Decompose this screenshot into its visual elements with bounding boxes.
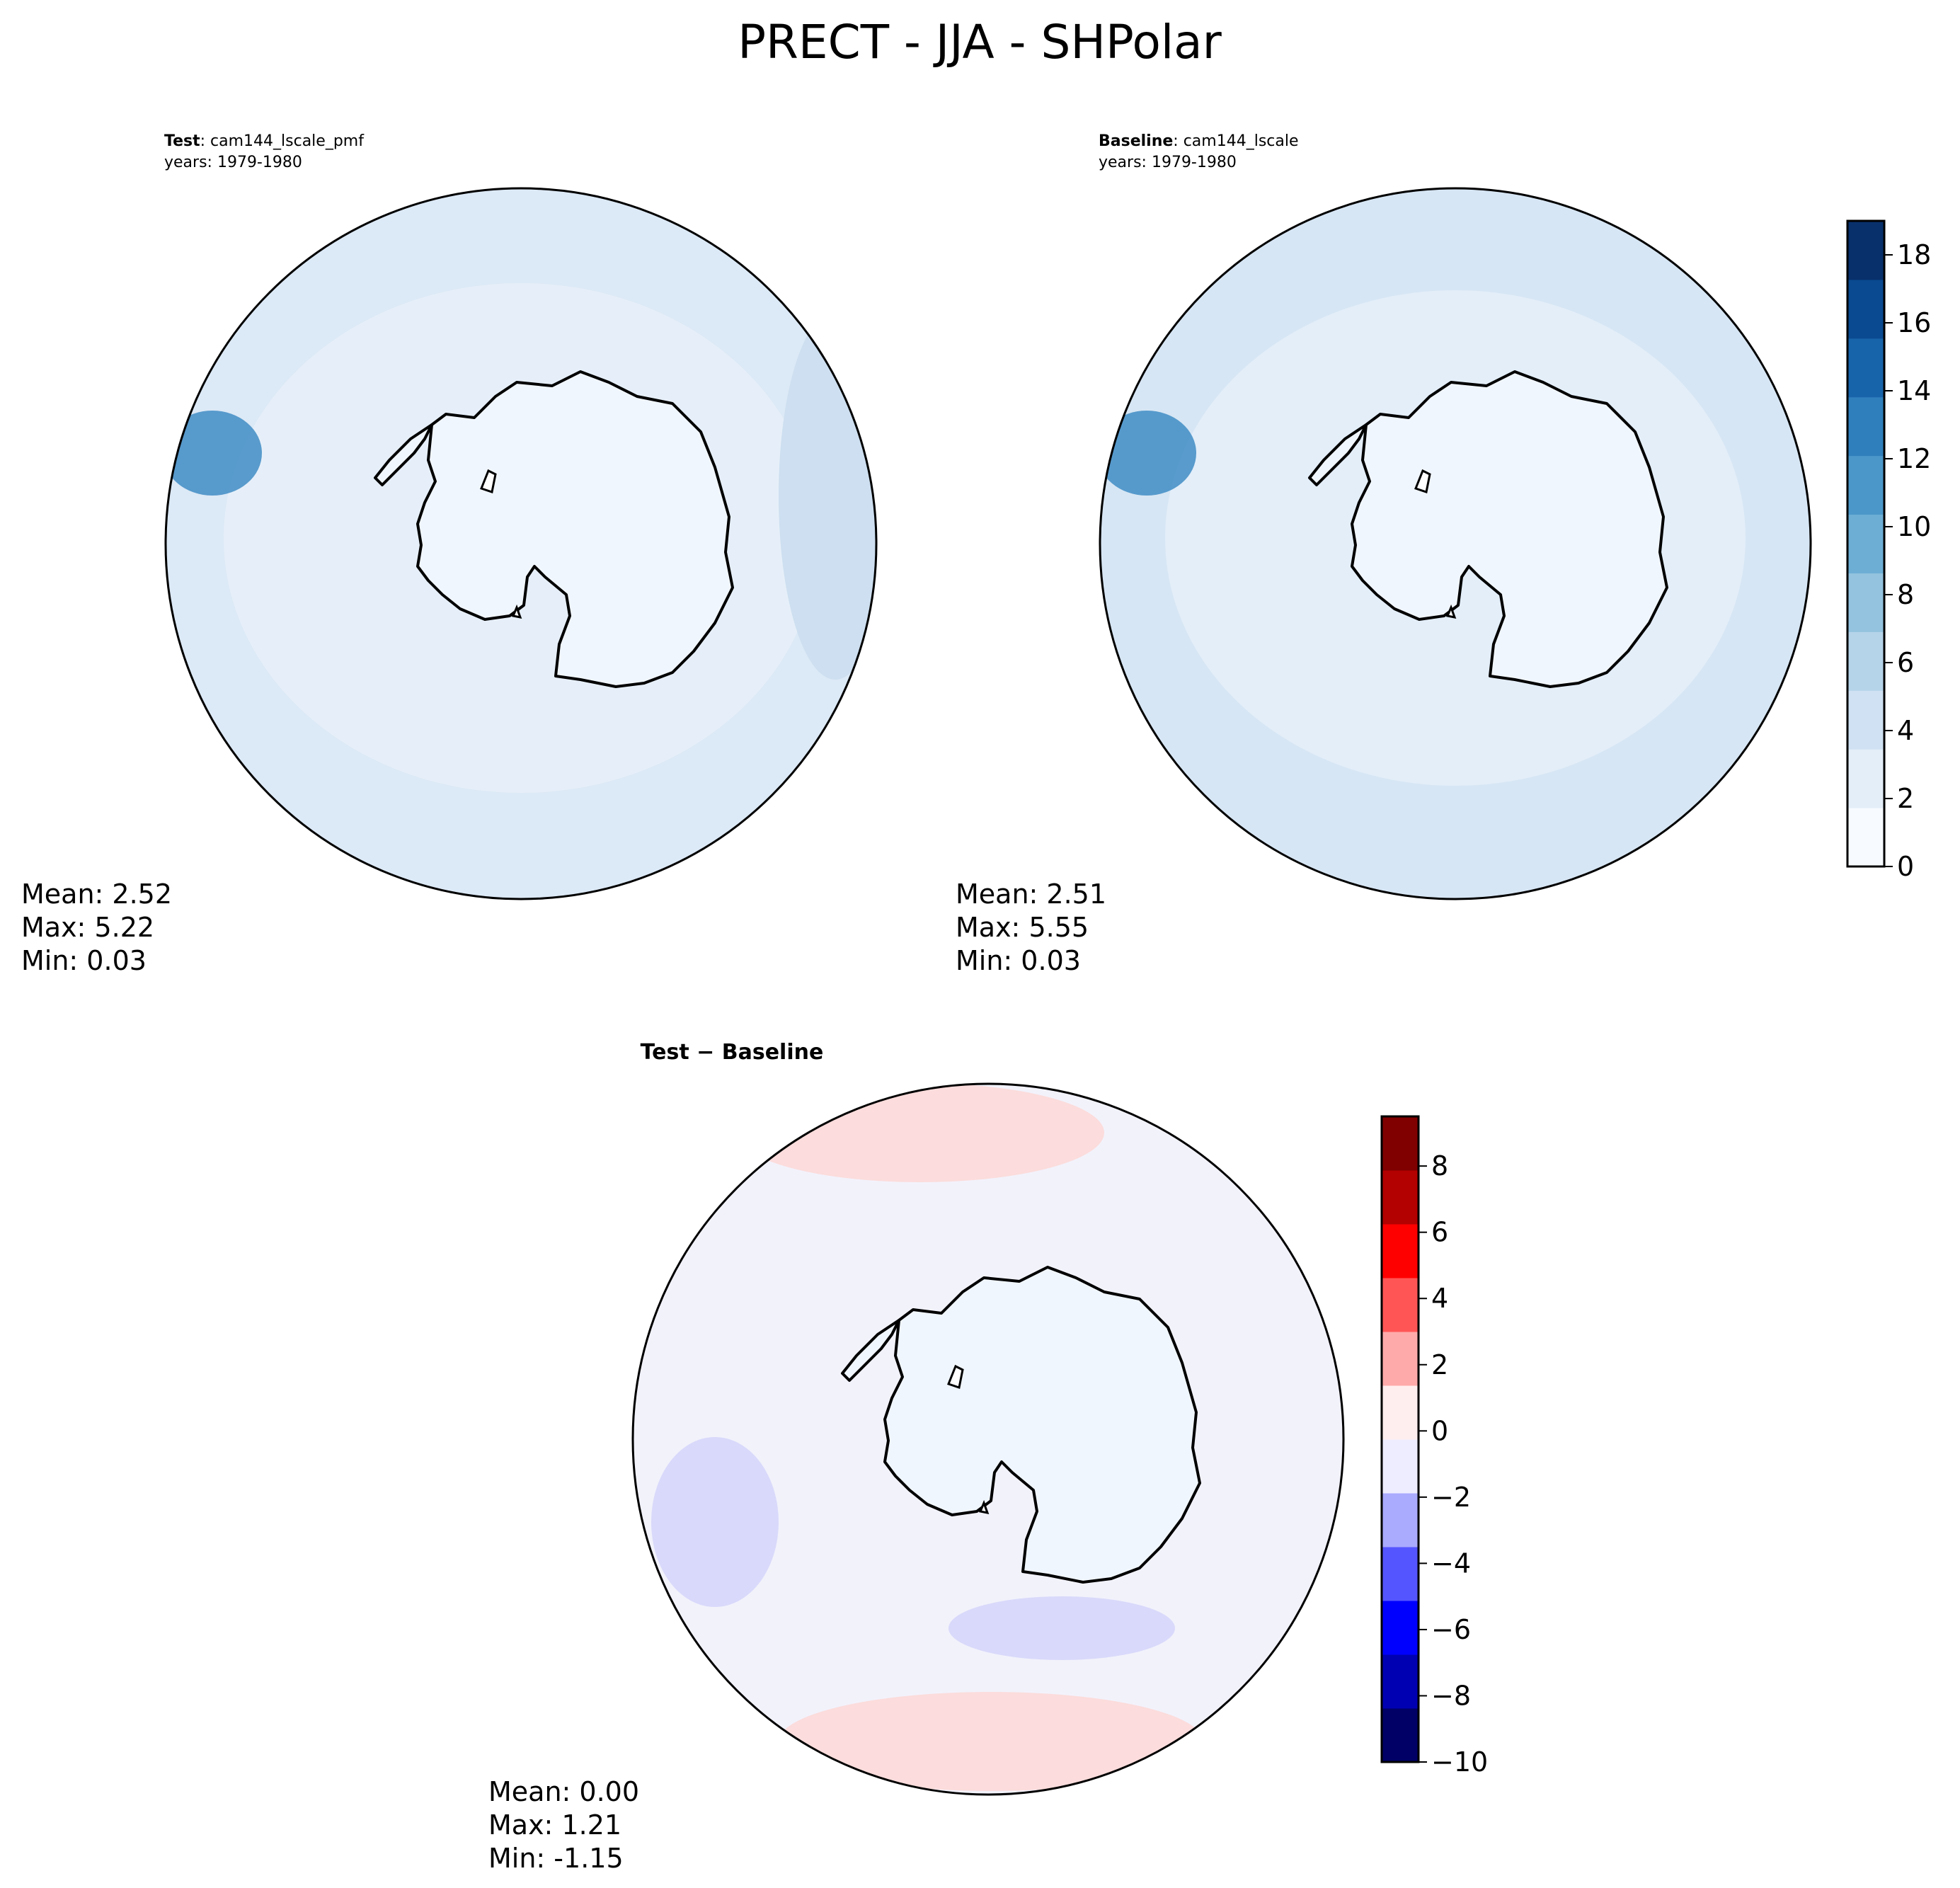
diff-colorbar-segment (1382, 1116, 1419, 1171)
precip-colorbar-tick-label: 4 (1897, 715, 1914, 746)
baseline-label: Baseline: cam144_lscale (1099, 132, 1299, 150)
precip-colorbar-tick-label: 8 (1897, 579, 1914, 610)
diff-colorbar-tick-label: −8 (1431, 1680, 1471, 1711)
diff-max: Max: 1.21 (488, 1809, 621, 1841)
diff-map-boundary (631, 1082, 1345, 1796)
diff-colorbar-segment (1382, 1332, 1419, 1386)
precip-colorbar-segment (1847, 396, 1884, 457)
test-peak-region (166, 411, 262, 496)
precip-colorbar-tick-label: 10 (1897, 511, 1931, 542)
test-map (166, 188, 876, 899)
test-mean: Mean: 2.52 (21, 879, 172, 910)
diff-mean: Mean: 0.00 (488, 1776, 639, 1807)
diff-colorbar-segment (1382, 1708, 1419, 1763)
precip-colorbar-tick-label: 12 (1897, 443, 1931, 474)
test-panel: Test: cam144_lscale_pmf years: 1979-1980… (21, 132, 878, 976)
baseline-map-boundary (1099, 187, 1812, 900)
test-label: Test: cam144_lscale_pmf (164, 132, 365, 150)
diff-colorbar-tick-label: 8 (1431, 1150, 1448, 1182)
diff-label: Test − Baseline (641, 1040, 824, 1065)
diff-colorbar-segment (1382, 1601, 1419, 1655)
baseline-stats: Mean: 2.51 Max: 5.55 Min: 0.03 (956, 879, 1106, 976)
precip-colorbar-tick-label: 16 (1897, 307, 1931, 338)
precip-colorbar-segment (1847, 338, 1884, 398)
diff-colorbar-segment (1382, 1385, 1419, 1440)
precip-colorbar-segment (1847, 808, 1884, 867)
baseline-label-bold: Baseline (1099, 132, 1173, 150)
diff-colorbar-segment (1382, 1493, 1419, 1547)
diff-negative-region (651, 1437, 779, 1607)
baseline-panel: Baseline: cam144_lscale years: 1979-1980… (956, 132, 1812, 976)
test-east-band (779, 311, 876, 680)
precip-colorbar-segment (1847, 455, 1884, 515)
diff-colorbar-tick-label: −4 (1431, 1547, 1471, 1579)
diff-min: Min: -1.15 (488, 1843, 624, 1874)
diff-colorbar-segment (1382, 1439, 1419, 1494)
baseline-max: Max: 5.55 (956, 912, 1089, 943)
test-label-rest: : cam144_lscale_pmf (200, 132, 365, 150)
precip-colorbar-segment (1847, 573, 1884, 632)
diff-colorbar: −10 −8 −6 −4 −2 0 2 4 6 8 (1380, 1115, 1488, 1778)
precip-colorbar-tick-label: 6 (1897, 647, 1914, 678)
diff-positive-region (736, 1084, 1104, 1182)
baseline-label-rest: : cam144_lscale (1173, 132, 1298, 150)
precip-colorbar-segment (1847, 221, 1884, 280)
precip-colorbar-tick-label: 14 (1897, 375, 1931, 406)
diff-colorbar-frame (1380, 1115, 1420, 1763)
diff-colorbar-segment (1382, 1224, 1419, 1278)
diff-colorbar-tick-label: −10 (1431, 1746, 1488, 1778)
diff-colorbar-tick-label: 4 (1431, 1283, 1448, 1314)
precip-colorbar-tick-label: 0 (1897, 851, 1914, 882)
diff-colorbar-segment (1382, 1547, 1419, 1601)
baseline-years: years: 1979-1980 (1099, 154, 1237, 171)
diff-colorbar-tick-label: 0 (1431, 1415, 1448, 1446)
test-years: years: 1979-1980 (164, 154, 302, 171)
baseline-peak-region (1100, 411, 1196, 496)
precip-colorbar-frame (1846, 219, 1886, 868)
baseline-mean: Mean: 2.51 (956, 879, 1106, 910)
test-max: Max: 5.22 (21, 912, 154, 943)
precip-colorbar-tick-label: 18 (1897, 239, 1931, 270)
diff-positive-region (779, 1692, 1203, 1791)
precip-colorbar-segment (1847, 749, 1884, 808)
diff-negative-region (949, 1596, 1175, 1660)
baseline-map (1100, 188, 1811, 899)
precip-colorbar-tick-label: 2 (1897, 783, 1914, 814)
diff-colorbar-segment (1382, 1170, 1419, 1225)
test-stats: Mean: 2.52 Max: 5.22 Min: 0.03 (21, 879, 172, 976)
test-label-bold: Test (164, 132, 200, 150)
diff-colorbar-segment (1382, 1654, 1419, 1709)
diff-colorbar-segment (1382, 1278, 1419, 1332)
diff-colorbar-tick-label: 2 (1431, 1349, 1448, 1380)
diff-colorbar-tick-label: −2 (1431, 1482, 1471, 1513)
precip-colorbar-segment (1847, 514, 1884, 573)
test-min: Min: 0.03 (21, 945, 147, 976)
diff-stats: Mean: 0.00 Max: 1.21 Min: -1.15 (488, 1776, 639, 1874)
precip-colorbar-segment (1847, 279, 1884, 339)
baseline-min: Min: 0.03 (956, 945, 1081, 976)
diff-colorbar-tick-label: 6 (1431, 1217, 1448, 1248)
diff-colorbar-tick-label: −6 (1431, 1614, 1471, 1645)
diff-panel: Test − Baseline Mean: 0.00 Max: 1.21 Min… (488, 1040, 1345, 1874)
precip-colorbar: 0 2 4 6 8 10 12 14 16 18 (1846, 219, 1931, 882)
figure-title: PRECT - JJA - SHPolar (738, 15, 1222, 69)
precip-colorbar-segment (1847, 690, 1884, 750)
test-map-boundary (164, 187, 878, 900)
precip-colorbar-segment (1847, 631, 1884, 691)
